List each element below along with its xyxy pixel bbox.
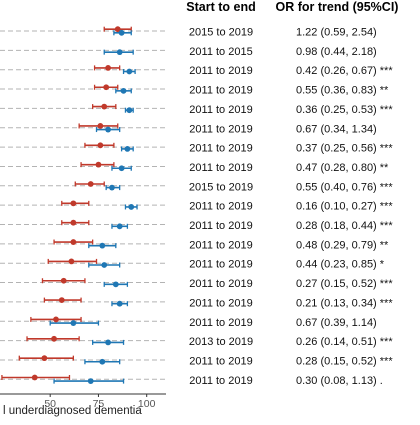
red-point-estimate (70, 239, 77, 245)
blue-point-estimate (99, 242, 106, 249)
or-trend-text: 0.37 (0.25, 0.56) *** (296, 143, 393, 155)
red-point-estimate (97, 142, 104, 149)
period-text: 2011 to 2019 (189, 297, 252, 309)
period-text: 2011 to 2019 (189, 104, 252, 116)
period-column: 2015 to 2019 2011 to 2015 2011 to 2019 2011… (189, 27, 253, 387)
or-trend-text: 0.55 (0.36, 0.83) ** (296, 85, 389, 97)
blue-point-estimate (105, 126, 111, 133)
or-trend-text: 0.28 (0.15, 0.52) *** (296, 355, 393, 367)
blue-point-estimate (124, 146, 131, 152)
blue-point-estimate (128, 204, 135, 210)
red-point-estimate (53, 316, 59, 323)
red-point-estimate (70, 219, 77, 226)
period-text: 2011 to 2019 (189, 317, 252, 329)
blue-point-estimate (120, 87, 127, 94)
or-trend-text: 0.47 (0.28, 0.80) ** (296, 162, 389, 174)
blue-point-estimate (118, 165, 125, 172)
red-point-estimate (60, 277, 67, 284)
or-trend-text: 0.98 (0.44, 2.18) (296, 46, 377, 58)
red-point-estimate (58, 297, 65, 303)
period-column-header: Start to end (186, 0, 255, 14)
period-text: 2015 to 2019 (189, 181, 253, 193)
period-text: 2015 to 2019 (189, 27, 253, 39)
or-trend-text: 0.27 (0.15, 0.52) *** (296, 278, 393, 290)
or-trend-text: 0.55 (0.40, 0.76) *** (296, 181, 393, 193)
blue-point-estimate (112, 281, 119, 288)
x-tick-label: 100 (138, 398, 156, 410)
red-point-estimate (70, 200, 77, 207)
blue-point-estimate (126, 107, 133, 114)
or-trend-text: 0.30 (0.08, 1.13) . (296, 375, 383, 387)
blue-point-estimate (109, 184, 115, 191)
red-point-estimate (41, 355, 48, 362)
blue-point-estimate (87, 378, 94, 384)
red-point-estimate (51, 335, 57, 342)
period-text: 2013 to 2019 (189, 336, 253, 348)
period-text: 2011 to 2019 (189, 85, 252, 97)
or-trend-text: 0.48 (0.29, 0.79) ** (296, 239, 389, 251)
blue-point-estimate (70, 320, 77, 326)
red-point-estimate (103, 84, 110, 91)
period-text: 2011 to 2019 (189, 355, 252, 367)
period-text: 2011 to 2019 (189, 239, 252, 251)
point-estimate-layer (31, 26, 135, 384)
blue-point-estimate (116, 49, 123, 56)
or-trend-text: 0.67 (0.34, 1.34) (296, 123, 377, 135)
period-text: 2011 to 2019 (189, 143, 252, 155)
red-point-estimate (95, 161, 102, 168)
confidence-interval-layer (1, 26, 138, 384)
or-trend-text: 0.44 (0.23, 0.85) * (296, 259, 385, 271)
x-tick-label: 75 (93, 398, 105, 410)
blue-point-estimate (116, 300, 123, 307)
or-trend-text: 0.28 (0.18, 0.44) *** (296, 220, 393, 232)
period-text: 2011 to 2019 (189, 123, 252, 135)
or-trend-text: 0.42 (0.26, 0.67) *** (296, 65, 393, 77)
x-tick-label: 50 (44, 398, 56, 410)
period-text: 2011 to 2019 (189, 375, 252, 387)
or-trend-text: 0.16 (0.10, 0.27) *** (296, 201, 393, 213)
blue-point-estimate (116, 223, 123, 230)
x-axis-title: l underdiagnosed dementia (3, 405, 142, 417)
period-text: 2011 to 2019 (189, 65, 252, 77)
period-text: 2011 to 2015 (189, 46, 252, 58)
period-text: 2011 to 2019 (189, 259, 252, 271)
period-text: 2011 to 2019 (189, 162, 252, 174)
blue-point-estimate (126, 68, 133, 75)
blue-point-estimate (101, 262, 108, 268)
row-guide-layer (0, 30, 166, 380)
red-point-estimate (87, 181, 94, 187)
period-text: 2011 to 2019 (189, 201, 252, 213)
red-point-estimate (105, 65, 111, 71)
period-text: 2011 to 2019 (189, 220, 252, 232)
red-point-estimate (114, 26, 121, 33)
red-point-estimate (31, 374, 38, 381)
or-trend-column: 1.22 (0.59, 2.54) 0.98 (0.44, 2.18) 0.42 (… (296, 27, 393, 387)
or-trend-text: 0.36 (0.25, 0.53) *** (296, 104, 393, 116)
or-trend-text: 0.26 (0.14, 0.51) *** (296, 336, 393, 348)
x-axis: 50 75 100 (0, 393, 166, 410)
or-trend-text: 1.22 (0.59, 2.54) (296, 27, 377, 39)
red-point-estimate (101, 103, 108, 110)
blue-point-estimate (99, 358, 106, 365)
blue-point-estimate (118, 29, 125, 36)
or-trend-text: 0.67 (0.39, 1.14) (296, 317, 377, 329)
blue-point-estimate (105, 339, 111, 346)
or-trend-text: 0.21 (0.13, 0.34) *** (296, 297, 393, 309)
red-point-estimate (68, 258, 75, 265)
or-column-header: OR for trend (95%CI) (276, 0, 399, 14)
red-point-estimate (97, 123, 104, 129)
period-text: 2011 to 2019 (189, 278, 252, 290)
